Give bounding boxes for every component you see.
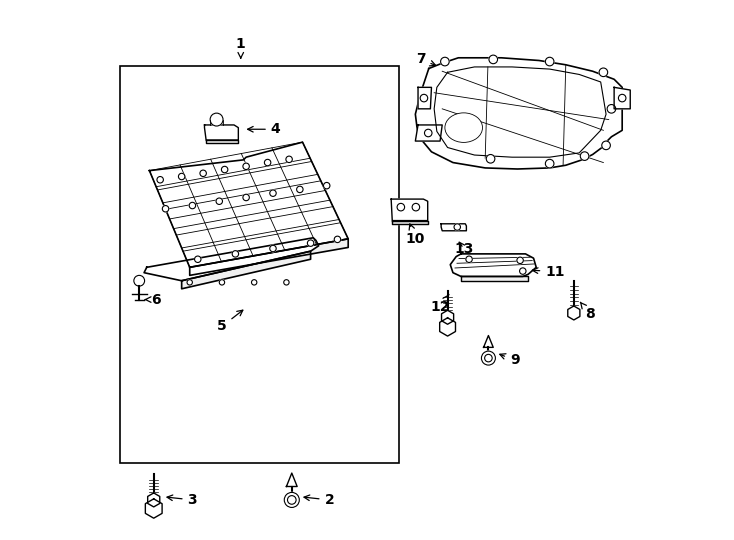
Polygon shape — [434, 67, 606, 157]
Circle shape — [420, 94, 428, 102]
Circle shape — [216, 198, 222, 205]
Circle shape — [195, 256, 201, 262]
Circle shape — [264, 159, 271, 166]
Circle shape — [157, 177, 164, 183]
Polygon shape — [144, 238, 319, 281]
Polygon shape — [484, 335, 493, 347]
Polygon shape — [418, 87, 432, 109]
Circle shape — [178, 173, 185, 180]
Circle shape — [308, 240, 314, 246]
Polygon shape — [145, 499, 162, 518]
Polygon shape — [392, 220, 428, 224]
Circle shape — [602, 141, 611, 150]
Text: 6: 6 — [145, 293, 161, 307]
Circle shape — [200, 170, 206, 177]
Polygon shape — [150, 142, 348, 267]
Text: 4: 4 — [247, 122, 280, 136]
Circle shape — [284, 492, 299, 508]
Text: 13: 13 — [454, 241, 473, 255]
Text: 3: 3 — [167, 493, 197, 507]
Circle shape — [466, 256, 472, 262]
Polygon shape — [181, 251, 310, 289]
Circle shape — [440, 57, 449, 66]
Circle shape — [219, 280, 225, 285]
Polygon shape — [286, 473, 297, 487]
Circle shape — [243, 194, 250, 201]
Circle shape — [288, 496, 296, 504]
Circle shape — [454, 224, 460, 230]
Text: 10: 10 — [406, 224, 425, 246]
Text: 11: 11 — [532, 265, 564, 279]
Polygon shape — [568, 306, 580, 320]
Polygon shape — [415, 58, 622, 169]
Polygon shape — [441, 224, 466, 231]
Text: 12: 12 — [431, 294, 451, 314]
Circle shape — [286, 156, 292, 163]
Polygon shape — [206, 140, 239, 143]
Polygon shape — [442, 310, 454, 324]
Polygon shape — [205, 125, 239, 140]
Polygon shape — [614, 87, 631, 109]
Circle shape — [187, 280, 192, 285]
Circle shape — [189, 202, 196, 209]
Polygon shape — [189, 239, 348, 275]
Circle shape — [210, 113, 223, 126]
Circle shape — [607, 105, 616, 113]
Circle shape — [484, 354, 493, 362]
Circle shape — [581, 152, 589, 160]
Circle shape — [162, 206, 169, 212]
Polygon shape — [148, 493, 160, 507]
Circle shape — [486, 154, 495, 163]
Circle shape — [520, 268, 526, 274]
Circle shape — [134, 275, 145, 286]
Circle shape — [252, 280, 257, 285]
Text: 8: 8 — [581, 302, 595, 321]
Circle shape — [517, 257, 523, 264]
Text: 5: 5 — [217, 310, 243, 333]
Circle shape — [222, 166, 228, 173]
Circle shape — [599, 68, 608, 77]
Polygon shape — [415, 125, 442, 141]
Circle shape — [284, 280, 289, 285]
Circle shape — [270, 190, 276, 197]
Circle shape — [412, 204, 420, 211]
Text: 7: 7 — [416, 52, 436, 66]
Text: 1: 1 — [236, 37, 246, 58]
Circle shape — [482, 351, 495, 365]
Circle shape — [334, 236, 341, 242]
Circle shape — [545, 57, 554, 66]
Circle shape — [489, 55, 498, 64]
Polygon shape — [461, 276, 528, 281]
Circle shape — [243, 163, 250, 170]
Circle shape — [545, 159, 554, 168]
Circle shape — [424, 129, 432, 137]
Bar — [120, 66, 399, 463]
Ellipse shape — [445, 113, 482, 143]
Circle shape — [619, 94, 626, 102]
Polygon shape — [440, 318, 456, 336]
Circle shape — [232, 251, 239, 257]
Circle shape — [297, 186, 303, 193]
Polygon shape — [391, 199, 428, 220]
Circle shape — [397, 204, 404, 211]
Text: 2: 2 — [304, 493, 334, 507]
Circle shape — [270, 245, 276, 252]
Circle shape — [324, 183, 330, 189]
Polygon shape — [450, 254, 537, 276]
Text: 9: 9 — [500, 353, 520, 367]
